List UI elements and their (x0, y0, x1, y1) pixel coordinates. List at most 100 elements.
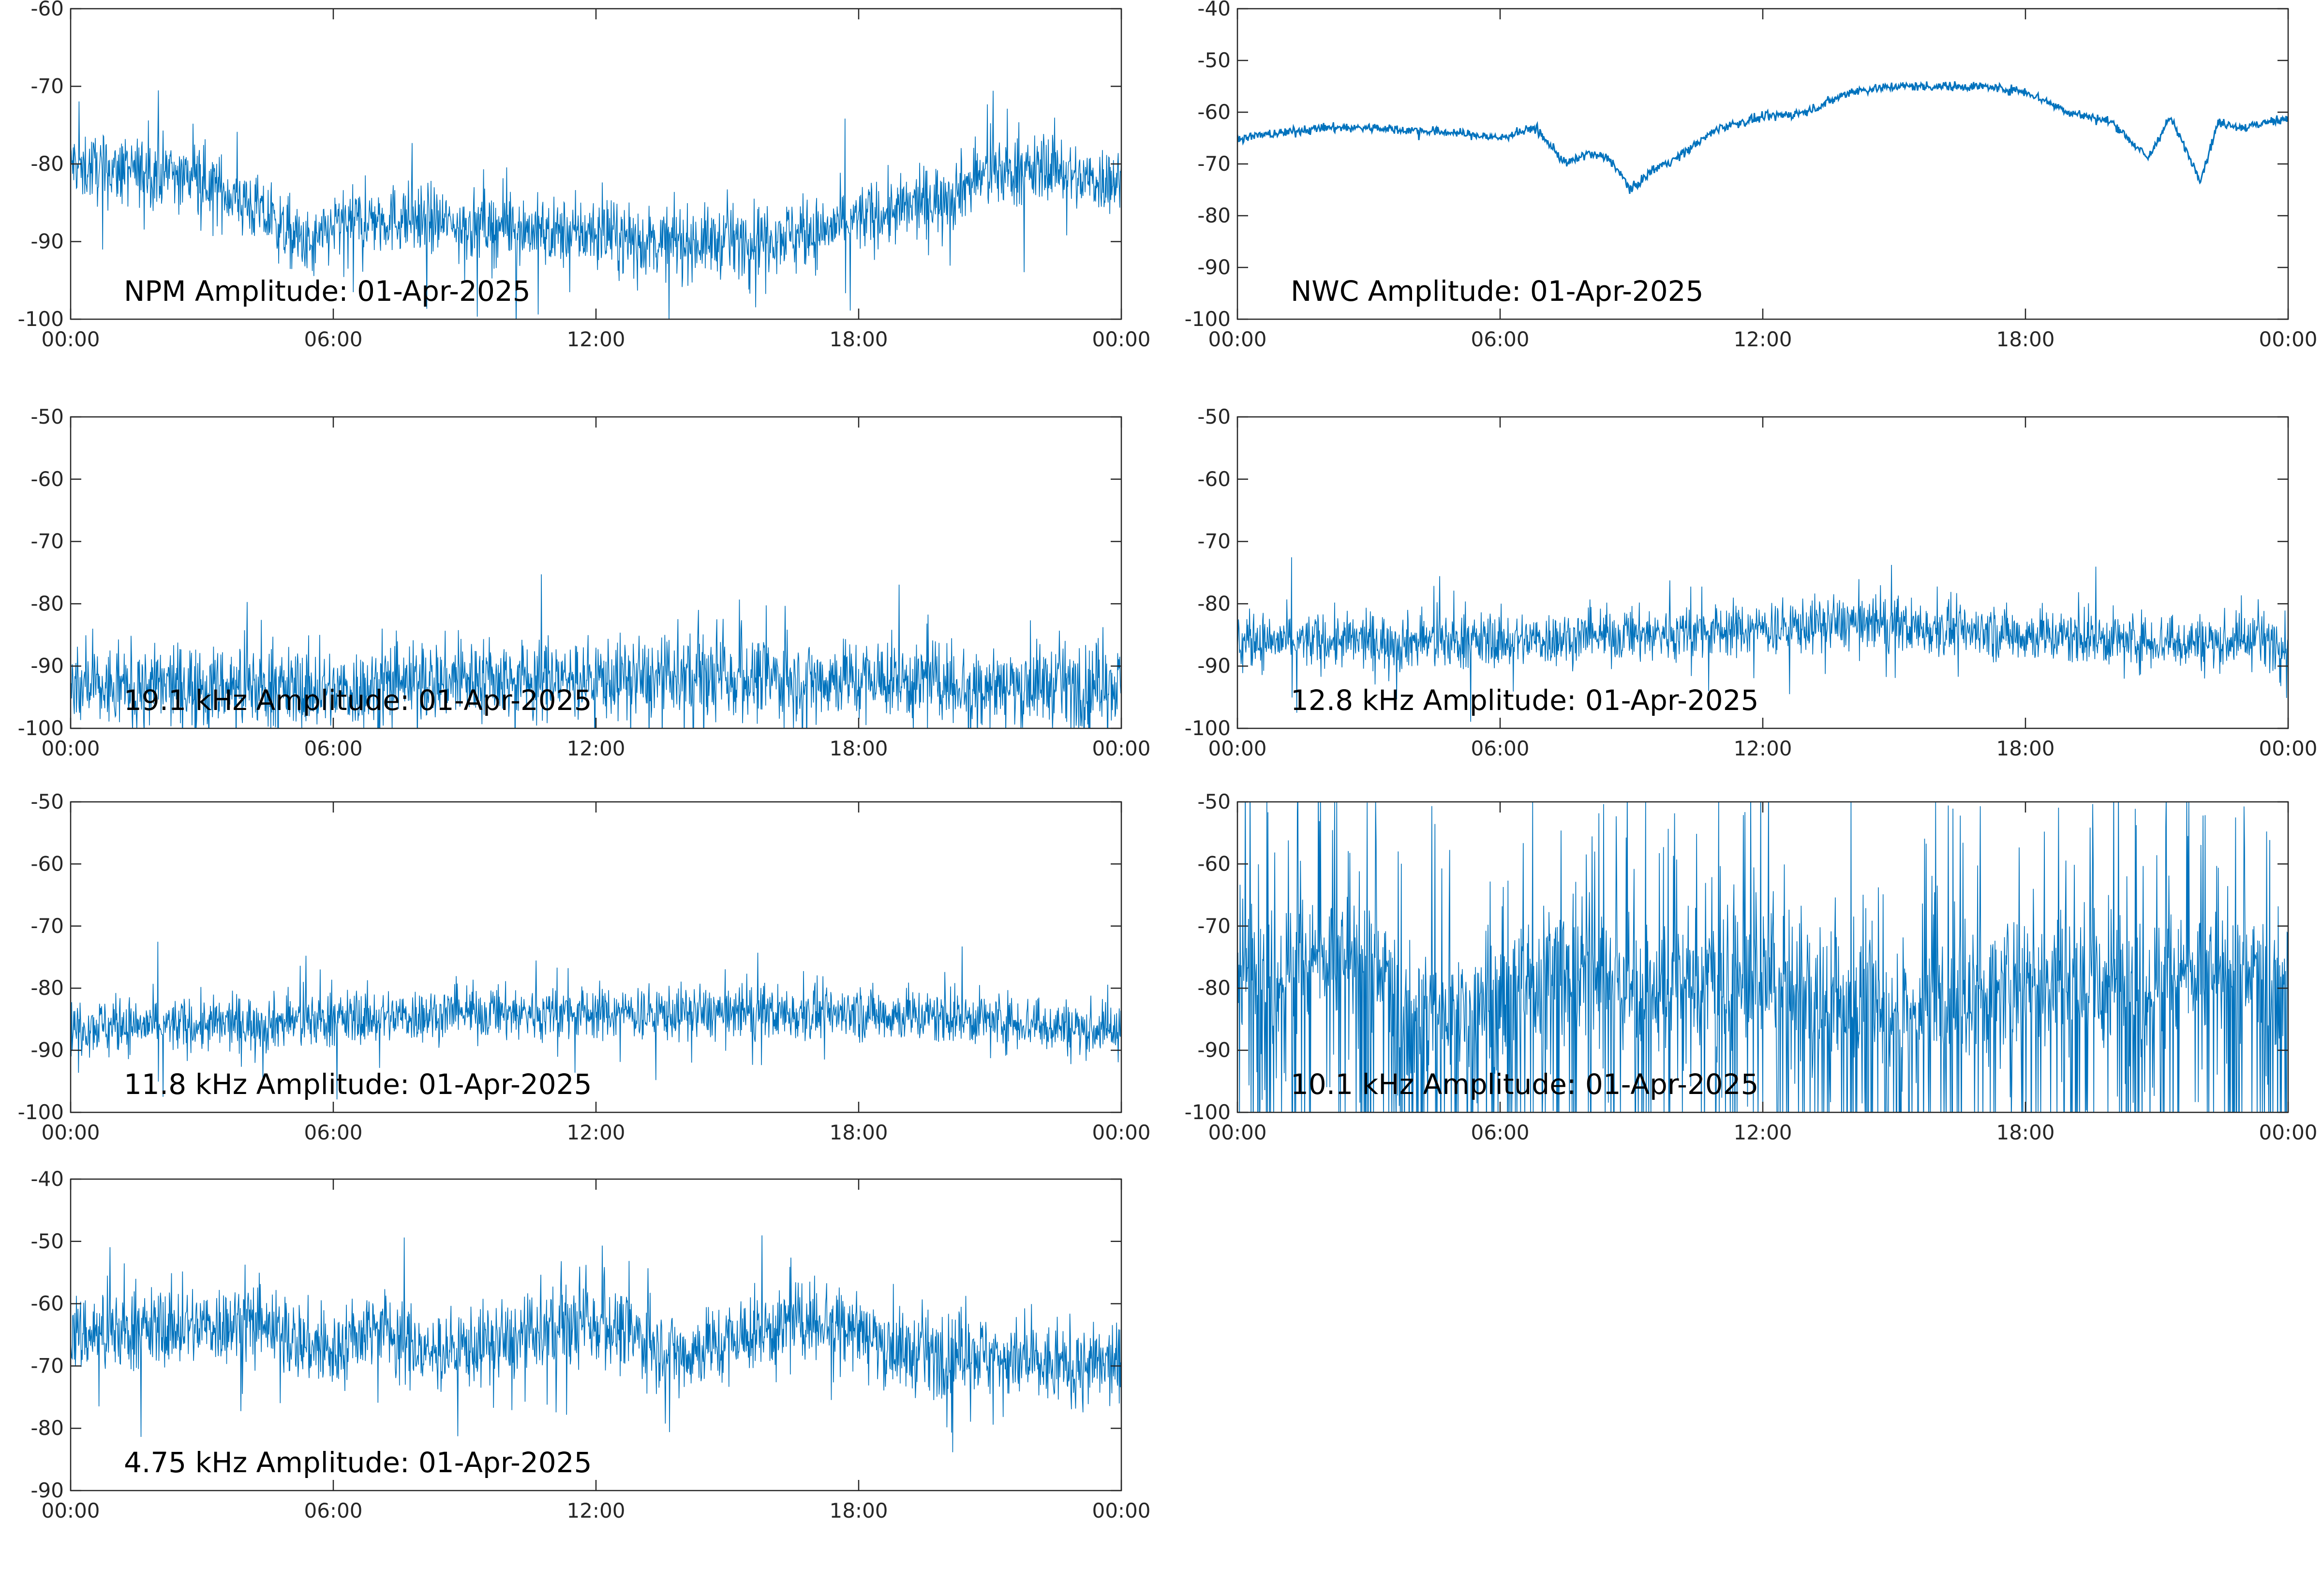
series-line (1237, 802, 2288, 1112)
panel-title: NPM Amplitude: 01-Apr-2025 (124, 275, 531, 308)
y-tick-label: -90 (1197, 654, 1231, 678)
y-tick-label: -90 (30, 1038, 64, 1062)
y-tick-label: -80 (1197, 204, 1231, 227)
y-tick-label: -100 (18, 1100, 64, 1124)
y-tick-label: -80 (30, 1416, 64, 1440)
y-tick-label: -70 (30, 530, 64, 553)
series-line (71, 942, 1121, 1100)
x-tick-label: 00:00 (41, 737, 100, 760)
x-tick-label: 12:00 (1733, 327, 1792, 351)
x-tick-label: 18:00 (1996, 1121, 2054, 1144)
y-tick-label: -100 (1185, 1100, 1231, 1124)
y-tick-label: -100 (18, 307, 64, 331)
x-tick-label: 00:00 (1208, 1121, 1266, 1144)
plot-frame (70, 801, 1122, 1113)
x-tick-label: 12:00 (566, 737, 625, 760)
x-tick-label: 12:00 (566, 1499, 625, 1522)
y-tick-label: -50 (1197, 790, 1231, 813)
x-tick-label: 06:00 (304, 327, 362, 351)
x-tick-label: 18:00 (1996, 737, 2054, 760)
x-tick-label: 12:00 (1733, 737, 1792, 760)
series-line (71, 1235, 1121, 1452)
plot-frame (1236, 416, 2289, 729)
y-tick-label: -50 (1197, 48, 1231, 72)
y-tick-label: -60 (1197, 467, 1231, 491)
y-tick-label: -50 (1197, 405, 1231, 429)
x-tick-label: 06:00 (304, 1121, 362, 1144)
y-tick-label: -60 (1197, 100, 1231, 124)
x-tick-label: 00:00 (1092, 1499, 1150, 1522)
panel-title: 10.1 kHz Amplitude: 01-Apr-2025 (1291, 1068, 1758, 1101)
y-tick-label: -60 (30, 0, 64, 20)
y-tick-label: -80 (30, 976, 64, 1000)
x-tick-label: 18:00 (829, 327, 888, 351)
series-line (1237, 81, 2288, 194)
x-tick-label: 00:00 (1208, 737, 1266, 760)
x-tick-label: 06:00 (1471, 1121, 1529, 1144)
y-tick-label: -70 (1197, 530, 1231, 553)
plot-frame (1236, 8, 2289, 320)
y-tick-label: -80 (30, 152, 64, 176)
panel-title: 4.75 kHz Amplitude: 01-Apr-2025 (124, 1446, 592, 1479)
y-tick-label: -80 (1197, 591, 1231, 615)
series-line (1237, 557, 2288, 722)
y-tick-label: -90 (1197, 1038, 1231, 1062)
panel-title: 12.8 kHz Amplitude: 01-Apr-2025 (1291, 684, 1758, 717)
x-tick-label: 06:00 (1471, 737, 1529, 760)
y-tick-label: -60 (30, 852, 64, 875)
x-tick-label: 00:00 (1208, 327, 1266, 351)
x-tick-label: 00:00 (1092, 737, 1150, 760)
x-tick-label: 18:00 (829, 1499, 888, 1522)
y-tick-label: -80 (30, 591, 64, 615)
panel-title: 19.1 kHz Amplitude: 01-Apr-2025 (124, 684, 592, 717)
y-tick-label: -70 (30, 74, 64, 98)
x-tick-label: 00:00 (41, 1121, 100, 1144)
x-tick-label: 00:00 (41, 1499, 100, 1522)
x-tick-label: 06:00 (304, 1499, 362, 1522)
x-tick-label: 18:00 (829, 1121, 888, 1144)
y-tick-label: -90 (1197, 255, 1231, 279)
y-tick-label: -60 (1197, 852, 1231, 875)
y-tick-label: -100 (1185, 716, 1231, 740)
y-tick-label: -70 (30, 1354, 64, 1377)
y-tick-label: -70 (1197, 914, 1231, 938)
y-tick-label: -100 (1185, 307, 1231, 331)
y-tick-label: -80 (1197, 976, 1231, 1000)
x-tick-label: 00:00 (1092, 327, 1150, 351)
y-tick-label: -60 (30, 467, 64, 491)
y-tick-label: -60 (30, 1292, 64, 1315)
x-tick-label: 00:00 (41, 327, 100, 351)
y-tick-label: -40 (30, 1167, 64, 1191)
y-tick-label: -50 (30, 790, 64, 813)
panel-title: NWC Amplitude: 01-Apr-2025 (1291, 275, 1704, 308)
x-tick-label: 18:00 (829, 737, 888, 760)
x-tick-label: 12:00 (566, 327, 625, 351)
y-tick-label: -90 (30, 1478, 64, 1502)
x-tick-label: 00:00 (2259, 737, 2317, 760)
plot-frame (70, 8, 1122, 320)
panel-title: 11.8 kHz Amplitude: 01-Apr-2025 (124, 1068, 592, 1101)
x-tick-label: 06:00 (1471, 327, 1529, 351)
x-tick-label: 06:00 (304, 737, 362, 760)
y-tick-label: -100 (18, 716, 64, 740)
x-tick-label: 18:00 (1996, 327, 2054, 351)
y-tick-label: -90 (30, 230, 64, 253)
y-tick-label: -50 (30, 405, 64, 429)
x-tick-label: 00:00 (2259, 1121, 2317, 1144)
y-tick-label: -90 (30, 654, 64, 678)
y-tick-label: -70 (1197, 152, 1231, 176)
x-tick-label: 12:00 (566, 1121, 625, 1144)
x-tick-label: 00:00 (2259, 327, 2317, 351)
y-tick-label: -40 (1197, 0, 1231, 20)
x-tick-label: 12:00 (1733, 1121, 1792, 1144)
y-tick-label: -50 (30, 1229, 64, 1253)
y-tick-label: -70 (30, 914, 64, 938)
